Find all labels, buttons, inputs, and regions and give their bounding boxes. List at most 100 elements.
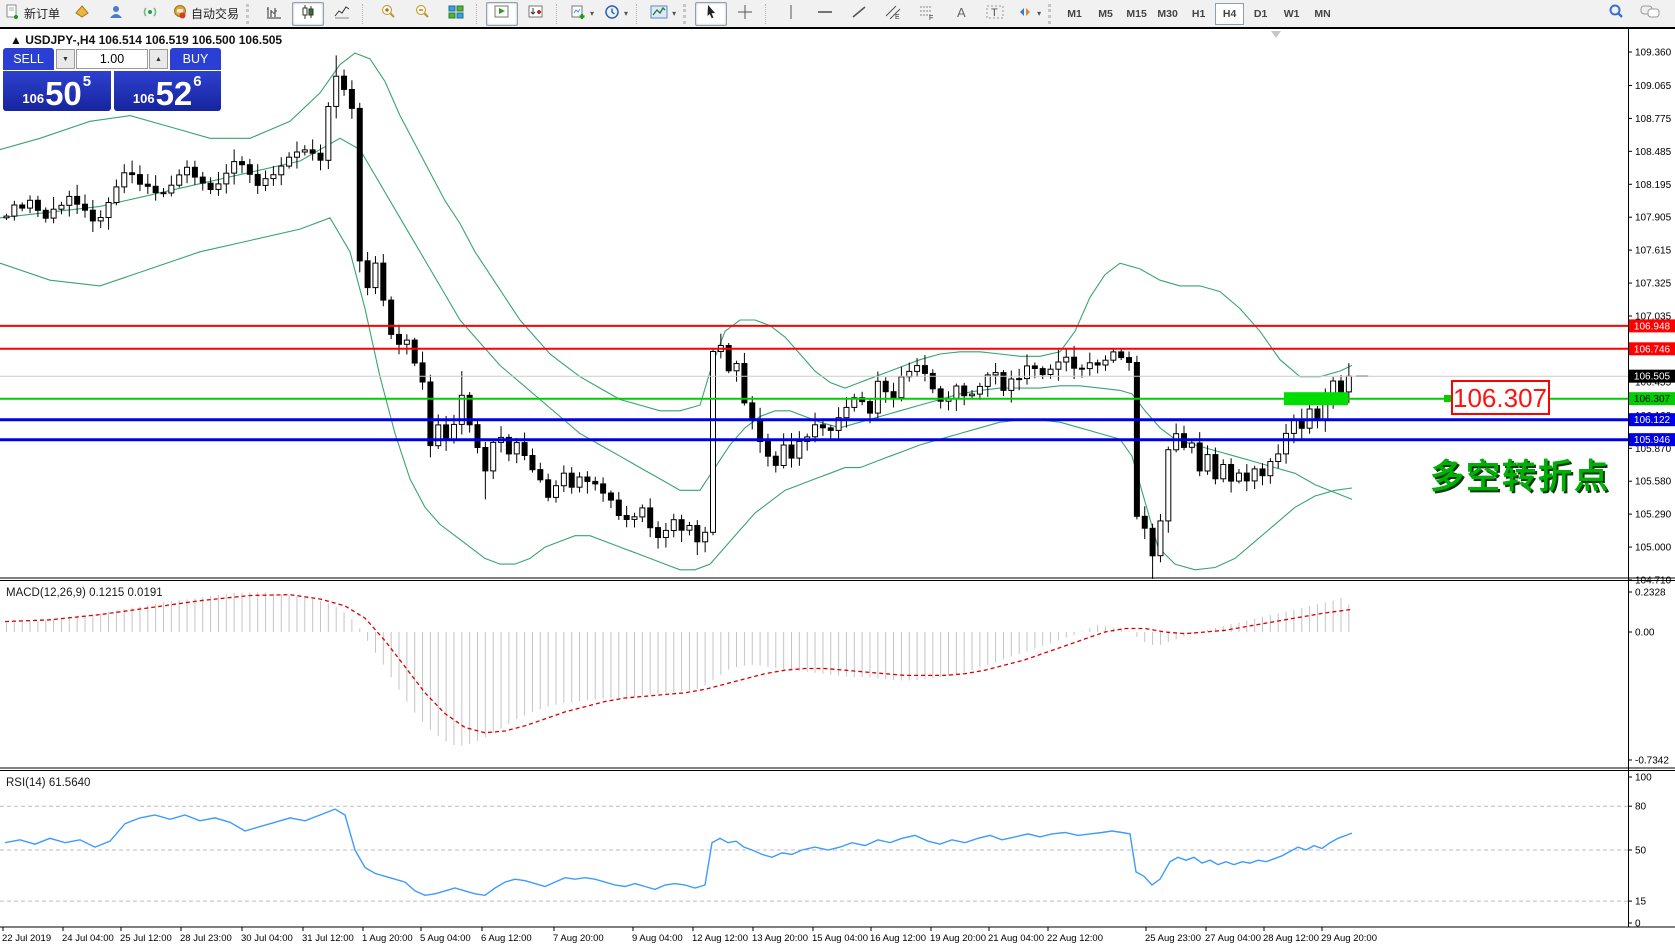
indicator-window-icon (494, 4, 510, 23)
svg-text:80: 80 (1635, 802, 1647, 813)
svg-text:107.325: 107.325 (1635, 279, 1672, 290)
tab-timeframe-W1[interactable]: W1 (1283, 7, 1300, 20)
svg-text:1 Aug 20:00: 1 Aug 20:00 (362, 933, 413, 944)
volume-input[interactable]: 1.00 (76, 49, 148, 69)
cursor-icon (703, 4, 719, 23)
chevron-down-icon: ▾ (590, 9, 595, 18)
rsi-pane (0, 805, 1628, 902)
channel-button[interactable]: E (877, 2, 909, 26)
turning-point-annotation[interactable]: 多空转折点 多空转折点 (1430, 458, 1612, 498)
new-chart-button[interactable]: ▾ (566, 2, 598, 26)
tab-timeframe-M5[interactable]: M5 (1098, 7, 1113, 20)
zoom-out-icon (414, 4, 430, 23)
new-chart-icon (570, 4, 586, 23)
chat-button[interactable] (1634, 2, 1666, 26)
main-toolbar: 新订单 自动交易 ▾ ▾ ▾ E F A T ▾ M1 M5 M15 M30 H1 H4 D… (0, 0, 1675, 29)
indicator-add-button[interactable] (520, 2, 552, 26)
hline-button[interactable] (809, 2, 841, 26)
crosshair-button[interactable] (729, 2, 761, 26)
new-order-button[interactable]: 新订单 (1, 2, 64, 26)
signals-button[interactable] (134, 2, 166, 26)
price-annotation-box[interactable]: 106.307 (1444, 380, 1550, 415)
svg-text:106.948: 106.948 (1634, 321, 1671, 332)
vline-button[interactable] (775, 2, 807, 26)
svg-text:16 Aug 12:00: 16 Aug 12:00 (870, 933, 926, 944)
toolbar-separator (556, 3, 562, 24)
sell-price-button[interactable]: 106 50 5 (3, 71, 111, 111)
svg-text:109.065: 109.065 (1635, 81, 1672, 92)
tab-timeframe-M15[interactable]: M15 (1126, 7, 1147, 20)
buy-price-button[interactable]: 106 52 6 (113, 71, 221, 111)
zoom-in-icon (380, 4, 396, 23)
chart-symbol-period: ▲ USDJPY-,H4 (10, 33, 96, 47)
candlestick-chart-button[interactable] (292, 1, 325, 26)
svg-text:-0.7342: -0.7342 (1635, 756, 1669, 767)
tab-timeframe-H4[interactable]: H4 (1215, 2, 1245, 25)
tab-timeframe-M1[interactable]: M1 (1067, 7, 1082, 20)
fibonacci-button[interactable]: F (911, 2, 943, 26)
svg-text:107.905: 107.905 (1635, 213, 1672, 224)
template-button[interactable]: ▾ (646, 2, 680, 26)
horizontal-level-lines[interactable] (0, 324, 1628, 442)
label-icon: T (986, 4, 1004, 23)
new-order-icon (5, 4, 21, 23)
svg-text:0.2328: 0.2328 (1635, 588, 1666, 599)
svg-text:6 Aug 12:00: 6 Aug 12:00 (481, 933, 532, 944)
trendline-button[interactable] (843, 2, 875, 26)
svg-text:105.580: 105.580 (1635, 477, 1672, 488)
new-order-label: 新订单 (24, 7, 61, 21)
template-icon (650, 4, 668, 23)
time-axis[interactable]: 22 Jul 2019 24 Jul 04:00 25 Jul 12:00 28 Ju… (2, 927, 1377, 944)
zoom-out-button[interactable] (406, 2, 438, 26)
volume-increase-button[interactable]: ▲ (149, 49, 168, 69)
tab-timeframe-M30[interactable]: M30 (1157, 7, 1178, 20)
chevron-down-icon: ▾ (1037, 9, 1042, 18)
line-chart-button[interactable] (326, 2, 358, 26)
market-depth-button[interactable] (66, 2, 98, 26)
arrows-button[interactable]: ▾ (1013, 2, 1045, 26)
price-chart[interactable]: 109.360 109.065 108.775 108.485 108.195 107.9… (0, 29, 1675, 949)
chart-shift-marker (1271, 31, 1281, 38)
trendline-icon (851, 4, 867, 23)
text-button[interactable]: A (945, 2, 977, 26)
price-axis[interactable]: 109.360 109.065 108.775 108.485 108.195 107.9… (1628, 47, 1672, 930)
vline-icon (786, 4, 796, 23)
svg-text:104.710: 104.710 (1635, 576, 1672, 587)
label-button[interactable]: T (979, 2, 1011, 26)
indicator-window-button[interactable] (486, 1, 519, 26)
period-button[interactable]: ▾ (600, 2, 632, 26)
volume-stepper: ▼ 1.00 ▲ (54, 48, 170, 70)
zoom-in-button[interactable] (372, 2, 404, 26)
cursor-button[interactable] (695, 1, 728, 26)
svg-text:28 Jul 23:00: 28 Jul 23:00 (180, 933, 232, 944)
bar-chart-button[interactable] (258, 2, 290, 26)
toolbar-separator (476, 3, 482, 24)
autotrading-icon (172, 4, 188, 23)
svg-text:5 Aug 04:00: 5 Aug 04:00 (420, 933, 471, 944)
svg-text:F: F (929, 15, 933, 20)
macd-pane (4, 592, 1353, 746)
svg-text:108.195: 108.195 (1635, 180, 1672, 191)
tab-timeframe-MN[interactable]: MN (1314, 7, 1331, 20)
search-button[interactable] (1600, 2, 1632, 26)
svg-text:108.485: 108.485 (1635, 147, 1672, 158)
volume-decrease-button[interactable]: ▼ (56, 49, 75, 69)
chevron-down-icon: ▾ (672, 9, 677, 18)
autotrading-button[interactable]: 自动交易 (168, 2, 243, 26)
search-icon (1607, 3, 1625, 24)
buy-button[interactable]: BUY (170, 48, 221, 70)
svg-text:109.360: 109.360 (1635, 47, 1672, 58)
period-icon (604, 4, 620, 23)
signals-icon (142, 4, 158, 23)
profile-button[interactable] (100, 2, 132, 26)
tile-windows-button[interactable] (440, 2, 472, 26)
tab-timeframe-D1[interactable]: D1 (1253, 7, 1268, 20)
svg-text:106.455: 106.455 (1635, 377, 1672, 388)
crosshair-icon (737, 4, 753, 23)
chevron-up-icon: ▲ (155, 55, 162, 63)
sell-button[interactable]: SELL (3, 48, 54, 70)
tab-timeframe-H1[interactable]: H1 (1191, 7, 1206, 20)
svg-text:31 Jul 12:00: 31 Jul 12:00 (302, 933, 354, 944)
toolbar-grip (683, 3, 692, 24)
candlesticks[interactable] (3, 55, 1369, 579)
